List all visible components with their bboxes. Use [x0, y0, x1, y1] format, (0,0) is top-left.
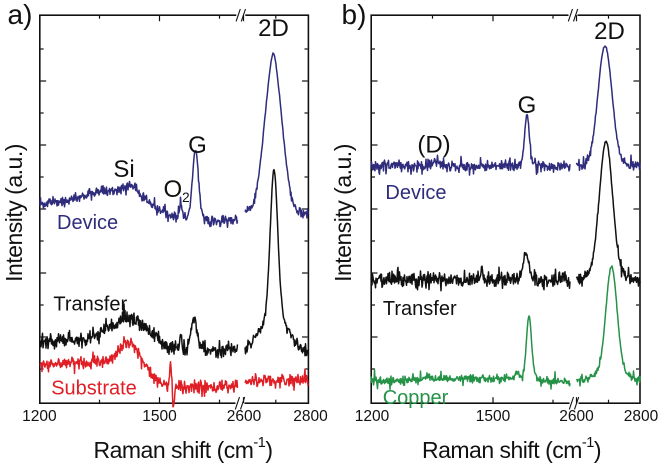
svg-text:b): b) [342, 0, 367, 30]
svg-text:2800: 2800 [293, 408, 328, 425]
svg-text:Intensity (a.u.): Intensity (a.u.) [1, 144, 27, 282]
svg-text:G: G [188, 132, 207, 159]
svg-text:1500: 1500 [142, 408, 177, 425]
svg-text:2800: 2800 [624, 408, 659, 425]
svg-text:Device: Device [385, 182, 446, 204]
svg-text:Raman shift (cm-1): Raman shift (cm-1) [422, 435, 601, 463]
svg-text:1500: 1500 [476, 408, 511, 425]
svg-text:2D: 2D [258, 15, 289, 42]
svg-text:2600: 2600 [559, 408, 594, 425]
svg-text:Si: Si [113, 156, 134, 183]
svg-text:Transfer: Transfer [53, 293, 127, 315]
svg-text:Copper: Copper [383, 387, 449, 409]
svg-text:Raman shift (cm-1): Raman shift (cm-1) [93, 435, 272, 463]
svg-text:a): a) [8, 0, 33, 30]
svg-text:G: G [518, 92, 537, 119]
svg-text:Transfer: Transfer [383, 298, 457, 320]
svg-text:Intensity (a.u.): Intensity (a.u.) [330, 144, 356, 282]
svg-text:1200: 1200 [22, 408, 57, 425]
svg-text:2D: 2D [594, 18, 625, 45]
svg-text:Device: Device [57, 212, 118, 234]
svg-text:1200: 1200 [355, 408, 390, 425]
svg-text:(D): (D) [417, 132, 450, 159]
svg-text:Substrate: Substrate [51, 377, 137, 399]
svg-text:2600: 2600 [227, 408, 262, 425]
